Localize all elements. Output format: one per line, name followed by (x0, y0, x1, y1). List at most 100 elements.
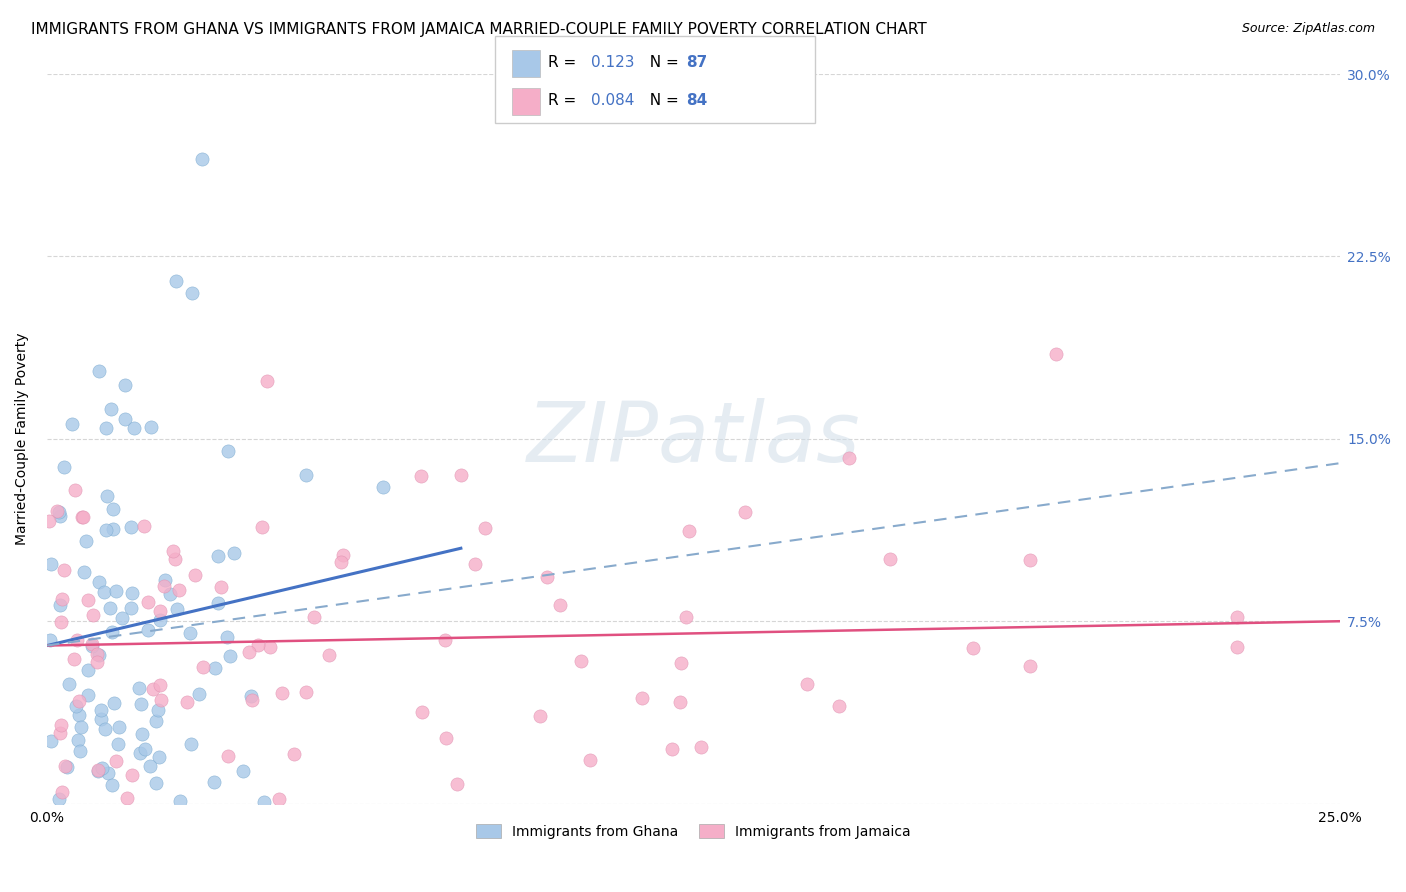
Point (103, 697, 125, 711)
Point (90, 703, 112, 717)
Point (434, 731, 457, 745)
Point (139, 419, 162, 434)
Legend: Immigrants from Ghana, Immigrants from Jamaica: Immigrants from Ghana, Immigrants from J… (471, 818, 917, 844)
Point (104, 754, 127, 768)
Point (678, 524, 700, 538)
Point (82, 608, 104, 623)
Point (65, 699, 87, 714)
Point (838, 451, 860, 466)
Point (139, 759, 162, 773)
Point (270, 686, 292, 700)
Point (131, 727, 153, 741)
Point (100, 778, 122, 792)
Point (49, 718, 72, 732)
Point (70, 720, 93, 734)
Point (579, 753, 602, 767)
Point (96, 489, 118, 503)
Point (52, 563, 75, 577)
Point (149, 604, 172, 618)
Point (165, 274, 187, 288)
Point (661, 741, 683, 756)
Point (80, 639, 103, 653)
Point (87, 763, 110, 777)
Point (48, 509, 70, 524)
Point (51, 592, 73, 607)
Point (87, 364, 110, 378)
Point (107, 720, 129, 734)
Point (166, 602, 188, 616)
Point (329, 555, 352, 569)
Point (217, 444, 239, 458)
Point (67, 708, 90, 723)
Point (253, 795, 276, 809)
Point (631, 691, 654, 706)
Point (114, 412, 136, 426)
Point (111, 610, 134, 624)
Text: IMMIGRANTS FROM GHANA VS IMMIGRANTS FROM JAMAICA MARRIED-COUPLE FAMILY POVERTY C: IMMIGRANTS FROM GHANA VS IMMIGRANTS FROM… (31, 22, 927, 37)
Point (94, 523, 117, 537)
Point (48, 726, 70, 740)
Point (69, 744, 91, 758)
Point (77, 663, 100, 677)
Point (690, 740, 713, 755)
Point (179, 626, 201, 640)
Point (163, 552, 186, 566)
Point (86, 647, 108, 661)
Point (129, 746, 152, 760)
Point (38, 514, 60, 528)
Point (474, 521, 496, 535)
Point (373, 480, 395, 494)
Point (332, 549, 354, 563)
Point (240, 693, 263, 707)
Point (51, 785, 73, 799)
Point (446, 777, 468, 791)
Point (93, 585, 115, 599)
Y-axis label: Married-Couple Family Poverty: Married-Couple Family Poverty (15, 333, 30, 545)
Point (89, 574, 111, 589)
Point (38, 633, 60, 648)
Point (142, 681, 165, 696)
Point (63, 483, 86, 498)
Point (879, 552, 901, 566)
Point (1018, 553, 1040, 567)
Point (217, 630, 239, 644)
Point (828, 698, 851, 713)
Point (120, 600, 142, 615)
Point (224, 546, 246, 560)
Point (434, 632, 457, 647)
Point (60, 417, 83, 431)
Point (56, 760, 79, 774)
Point (202, 775, 225, 789)
Point (101, 624, 124, 639)
Point (734, 505, 756, 519)
Point (67, 694, 90, 708)
Point (114, 378, 136, 392)
Point (550, 598, 572, 612)
Point (146, 703, 169, 717)
Point (58, 676, 80, 690)
Point (283, 747, 305, 761)
Point (134, 519, 156, 533)
Point (259, 640, 281, 655)
Point (668, 695, 690, 709)
Point (464, 557, 486, 571)
Point (70, 509, 93, 524)
Point (247, 638, 270, 652)
Point (48, 505, 70, 519)
Point (90, 761, 112, 775)
Point (66, 632, 89, 647)
Point (294, 468, 316, 483)
Text: N =: N = (640, 94, 683, 108)
Point (134, 742, 156, 756)
Point (72, 566, 94, 580)
Point (169, 794, 191, 808)
Point (87, 648, 110, 662)
Point (209, 581, 232, 595)
Point (94, 722, 117, 736)
Text: 0.084: 0.084 (591, 94, 634, 108)
Point (207, 549, 229, 564)
Point (176, 695, 198, 709)
Point (94, 421, 117, 435)
Point (529, 709, 551, 723)
Point (101, 502, 124, 516)
